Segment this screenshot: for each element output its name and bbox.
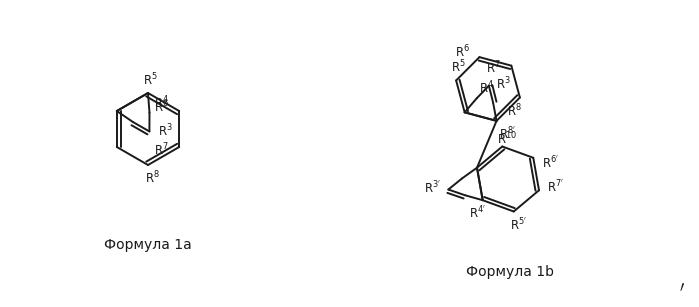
Text: R$^{3'}$: R$^{3'}$ <box>424 179 441 196</box>
Text: $\prime$: $\prime$ <box>679 279 685 294</box>
Text: R$^{6'}$: R$^{6'}$ <box>542 155 559 171</box>
Text: R$^7$: R$^7$ <box>154 142 168 158</box>
Text: R$^{8'}$: R$^{8'}$ <box>498 125 516 142</box>
Text: R$^3$: R$^3$ <box>496 76 511 92</box>
Text: Формула 1а: Формула 1а <box>104 238 192 252</box>
Text: R$^6$: R$^6$ <box>455 44 470 60</box>
Text: R$^8$: R$^8$ <box>507 102 522 119</box>
Text: R$^5$: R$^5$ <box>451 59 466 76</box>
Text: R$^{10}$: R$^{10}$ <box>497 131 517 148</box>
Text: R$^4$: R$^4$ <box>480 80 494 97</box>
Text: R$^{5'}$: R$^{5'}$ <box>510 216 527 233</box>
Text: Формула 1b: Формула 1b <box>466 265 554 279</box>
Text: R$^4$: R$^4$ <box>154 94 169 111</box>
Text: R$^{4'}$: R$^{4'}$ <box>469 205 487 221</box>
Text: R$^5$: R$^5$ <box>143 72 157 88</box>
Text: R$^7$: R$^7$ <box>486 59 500 76</box>
Text: R$^{7'}$: R$^{7'}$ <box>547 179 565 196</box>
Text: R$^8$: R$^8$ <box>145 170 159 186</box>
Text: R$^3$: R$^3$ <box>158 123 173 140</box>
Text: R$^6$: R$^6$ <box>154 99 168 115</box>
